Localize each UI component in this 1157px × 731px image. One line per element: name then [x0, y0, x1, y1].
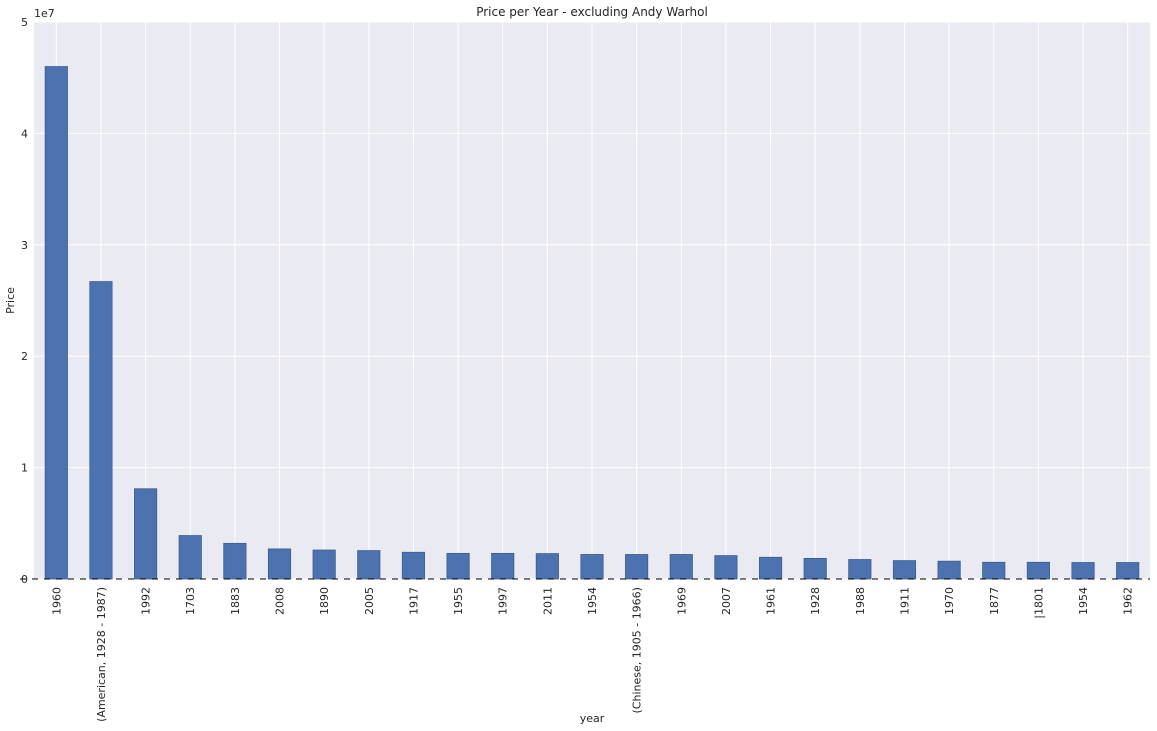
bars [44, 66, 1140, 580]
y-tick-label: 0 [21, 573, 28, 586]
x-tick-label: 1917 [407, 587, 420, 615]
bar [401, 551, 425, 580]
x-axis-label: year [580, 712, 605, 725]
x-tick-label: 1997 [497, 587, 510, 615]
bar [848, 559, 872, 580]
x-tick-labels: 1960 (American, 1928 - 1987) 1992 1703 1883 2… [50, 587, 1134, 722]
x-tick-label: 2008 [274, 587, 287, 615]
bar [982, 561, 1006, 580]
x-tick-label: 1970 [943, 587, 956, 615]
bar [491, 552, 515, 580]
x-tick-label: 1988 [854, 587, 867, 615]
y-offset-label: 1e7 [34, 7, 55, 20]
y-tick-label: 5 [21, 16, 28, 29]
x-tick-label: (American, 1928 - 1987) [95, 587, 108, 722]
x-tick-label: 1992 [140, 587, 153, 615]
bar [535, 553, 559, 580]
bar [1116, 562, 1140, 580]
bar [44, 66, 68, 580]
x-tick-label: 1883 [229, 587, 242, 615]
y-tick-label: 3 [21, 239, 28, 252]
x-tick-label: 1954 [1077, 587, 1090, 615]
x-tick-label: 2007 [720, 587, 733, 615]
x-tick-label: 1890 [318, 587, 331, 615]
x-tick-label: 1955 [452, 587, 465, 615]
x-tick-label: 1961 [765, 587, 778, 615]
bar [892, 560, 917, 580]
x-tick-label: 1703 [184, 587, 197, 615]
x-tick-label: 1877 [988, 587, 1001, 615]
bar [937, 560, 961, 580]
gridlines [34, 21, 1150, 580]
x-tick-label: 1954 [586, 587, 599, 615]
x-tick-label: 1969 [675, 587, 688, 615]
bar [1026, 561, 1050, 580]
x-tick-label: 2011 [541, 587, 554, 615]
bar [759, 556, 783, 580]
chart-title: Price per Year - excluding Andy Warhol [476, 5, 708, 19]
x-tick-label: 1911 [898, 587, 911, 615]
bar [1071, 562, 1095, 580]
bar [357, 550, 381, 580]
bar [803, 557, 827, 580]
x-tick-label: (Chinese, 1905 - 1966) [631, 587, 644, 713]
x-tick-label: 1962 [1122, 587, 1135, 615]
y-tick-labels: 0 1 2 3 4 5 [21, 16, 28, 586]
y-tick-label: 1 [21, 462, 28, 475]
bar [446, 552, 470, 580]
bar [178, 535, 202, 580]
x-tick-label: |1801 [1032, 587, 1045, 619]
x-tick-label: 1960 [50, 587, 63, 615]
bar [625, 554, 649, 580]
bar [580, 554, 604, 580]
bar [223, 542, 247, 580]
x-tick-label: 1928 [809, 587, 822, 615]
bar [134, 488, 158, 580]
y-axis-label: Price [4, 287, 17, 314]
bar [312, 549, 336, 580]
bar [669, 554, 693, 580]
x-tick-label: 2005 [363, 587, 376, 615]
bar [714, 555, 738, 580]
bar [267, 548, 292, 580]
bar [89, 281, 113, 580]
y-tick-label: 2 [21, 350, 28, 363]
y-tick-label: 4 [21, 127, 28, 140]
